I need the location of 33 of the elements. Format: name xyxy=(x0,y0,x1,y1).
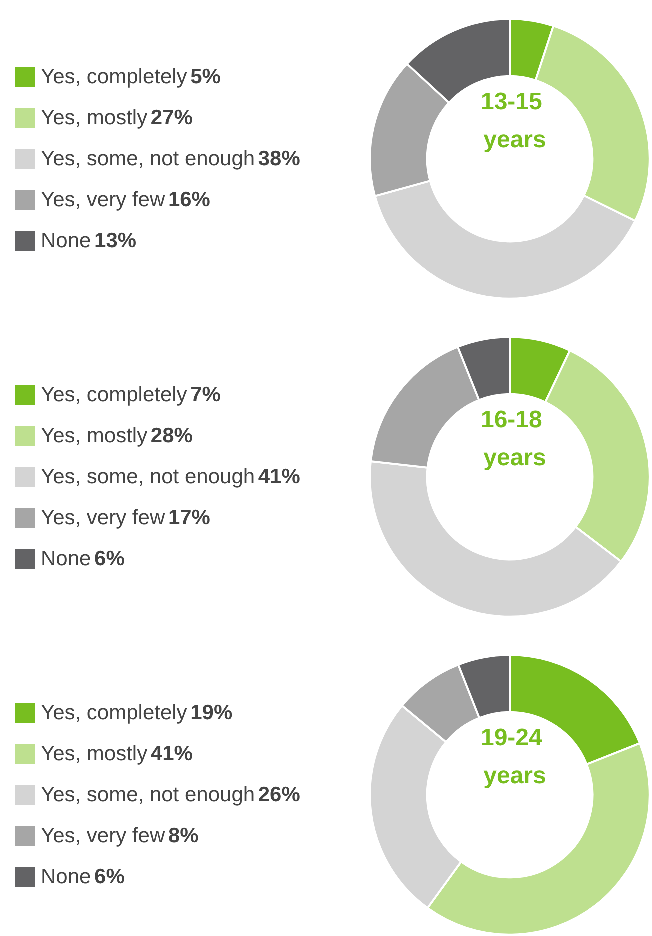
legend-label: None xyxy=(41,866,92,888)
legend-label: Yes, some, not enough xyxy=(41,466,256,488)
text: 13-15 years xyxy=(480,88,550,154)
data-label: 8% xyxy=(168,824,200,848)
legend-label: Yes, some, not enough xyxy=(41,784,256,806)
legend-label: Yes, very few xyxy=(41,506,166,530)
data-label: 26% xyxy=(258,784,301,806)
legend-label: None xyxy=(41,230,92,252)
legend-label: None xyxy=(41,548,92,570)
legend-label: Yes, completely xyxy=(41,702,188,724)
data-label: 7% xyxy=(190,384,222,406)
legend-label: Yes, mostly xyxy=(41,424,148,448)
data-label: 28% xyxy=(150,424,194,448)
legend-label: Yes, completely xyxy=(41,66,188,88)
data-label: 19% xyxy=(190,702,233,724)
legend-label: Yes, very few xyxy=(41,188,166,212)
legend-label: Yes, completely xyxy=(41,384,188,406)
data-label: 41% xyxy=(258,466,301,488)
data-label: 27% xyxy=(150,106,194,130)
legend-label: Yes, mostly xyxy=(41,742,148,766)
text: 19-24 years xyxy=(480,724,550,790)
data-label: 6% xyxy=(94,548,126,570)
legend-label: Yes, some, not enough xyxy=(41,148,256,170)
text: 16-18 years xyxy=(480,406,550,472)
data-label: 41% xyxy=(150,742,194,766)
legend-label: Yes, very few xyxy=(41,824,166,848)
data-label: 38% xyxy=(258,148,301,170)
data-label: 17% xyxy=(168,506,211,530)
data-label: 6% xyxy=(94,866,126,888)
data-label: 13% xyxy=(94,230,137,252)
data-label: 16% xyxy=(168,188,211,212)
data-label: 5% xyxy=(190,66,222,88)
legend-label: Yes, mostly xyxy=(41,106,148,130)
